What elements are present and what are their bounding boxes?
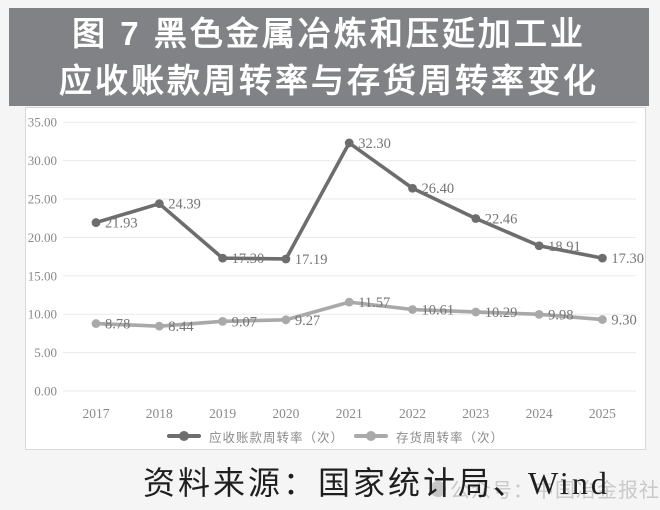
data-point (471, 214, 481, 223)
data-label: 11.57 (358, 295, 390, 311)
legend-label-inventory-turnover: 存货周转率（次） (396, 430, 505, 445)
legend-label-receivables-turnover: 应收账款周转率（次） (208, 430, 344, 445)
data-label: 21.93 (105, 216, 138, 232)
y-axis-tick-label: 0.00 (34, 384, 57, 399)
data-point (91, 319, 101, 328)
data-point (218, 316, 228, 326)
watermark-text: 公众号：中国冶金报社 (450, 480, 660, 502)
y-axis-tick-label: 5.00 (34, 345, 57, 360)
x-axis-tick-label: 2023 (462, 406, 489, 421)
chart-area: 0.00 5.00 10.00 15.00 20.00 25.00 30.00 35.00 20… (25, 107, 646, 450)
x-axis-tick-label: 2025 (589, 406, 616, 421)
x-axis-tick-label: 2018 (146, 406, 173, 421)
data-label: 17.19 (295, 252, 328, 268)
data-point (408, 183, 417, 193)
data-point (598, 253, 607, 263)
data-label: 9.27 (295, 313, 320, 329)
source-caption: 资料来源：国家统计局、Wind (143, 465, 610, 501)
legend-line-marker-icon (166, 431, 201, 441)
data-label: 17.30 (232, 251, 265, 267)
data-point (534, 241, 544, 251)
y-axis-tick-label: 15.00 (28, 268, 57, 283)
data-label: 18.91 (548, 239, 581, 255)
data-label: 8.44 (168, 319, 194, 335)
data-label: 9.30 (611, 313, 636, 329)
wechat-icon (430, 480, 446, 497)
y-axis-tick-label: 30.00 (28, 153, 57, 168)
x-axis-tick-label: 2017 (83, 406, 110, 421)
legend-dot-icon (366, 431, 376, 441)
data-point (281, 315, 291, 325)
data-label: 9.07 (232, 314, 257, 330)
chart-legend: 应收账款周转率（次） 存货周转率（次） (26, 427, 645, 445)
legend-item-receivables-turnover: 应收账款周转率（次） (166, 427, 344, 446)
y-axis-tick-label: 20.00 (28, 230, 57, 245)
legend-line-marker-icon (354, 431, 388, 441)
data-point (344, 297, 354, 307)
data-label: 24.39 (168, 197, 201, 213)
data-point (344, 138, 354, 148)
y-axis-tick-label: 35.00 (28, 115, 57, 130)
chart-title-bar: 图 7 黑色金属冶炼和压延加工业 应收账款周转率与存货周转率变化 (9, 8, 649, 106)
data-label: 32.30 (358, 136, 391, 152)
line-chart: 0.00 5.00 10.00 15.00 20.00 25.00 30.00 35.00 20… (28, 115, 644, 421)
data-label: 22.46 (485, 212, 518, 228)
data-point (408, 305, 417, 314)
data-point (534, 309, 544, 319)
data-label: 9.98 (548, 307, 573, 323)
watermark: 公众号：中国冶金报社 (430, 474, 660, 503)
chart-title-line2: 应收账款周转率与存货周转率变化 (59, 62, 599, 99)
legend-item-inventory-turnover: 存货周转率（次） (354, 427, 504, 446)
data-point (218, 253, 228, 263)
x-axis-tick-label: 2019 (209, 406, 236, 421)
data-label: 10.61 (422, 303, 455, 319)
y-axis-tick-label: 25.00 (28, 192, 57, 207)
data-label: 8.78 (105, 317, 130, 333)
legend-dot-icon (178, 431, 189, 441)
data-point (91, 218, 101, 227)
data-label: 17.30 (611, 251, 644, 267)
data-label: 26.40 (422, 181, 455, 197)
chart-title-line1: 图 7 黑色金属冶炼和压延加工业 (72, 15, 586, 52)
data-point (154, 199, 164, 209)
y-axis-tick-label: 10.00 (28, 307, 57, 322)
data-label: 10.29 (485, 305, 518, 321)
data-point (471, 307, 481, 317)
data-point (281, 254, 291, 264)
x-axis-tick-label: 2022 (399, 406, 426, 421)
x-axis-tick-label: 2024 (526, 406, 553, 421)
x-axis-tick-label: 2021 (336, 406, 363, 421)
data-point (598, 315, 607, 324)
data-point (154, 321, 164, 331)
x-axis-tick-label: 2020 (272, 406, 299, 421)
